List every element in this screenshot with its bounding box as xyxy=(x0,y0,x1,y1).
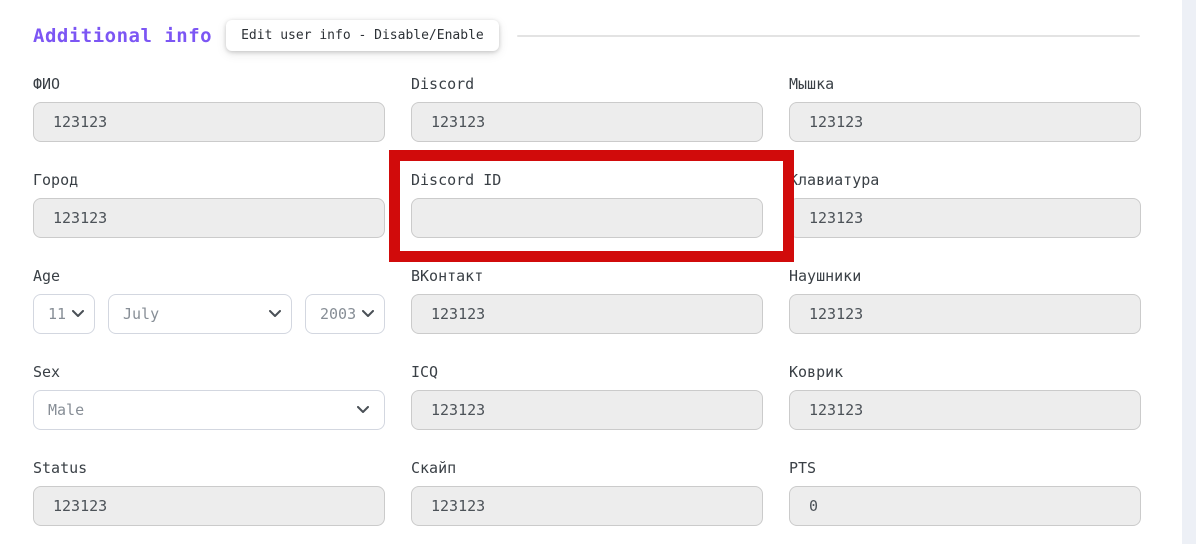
skype-input[interactable] xyxy=(411,486,763,526)
headphones-label: Наушники xyxy=(789,267,862,285)
field-fio: ФИО xyxy=(33,75,385,142)
mousepad-label: Коврик xyxy=(789,363,844,381)
field-icq: ICQ xyxy=(411,363,763,430)
age-month-select[interactable]: July xyxy=(108,294,292,334)
pts-input[interactable] xyxy=(789,486,1141,526)
city-input[interactable] xyxy=(33,198,385,238)
skype-label: Скайп xyxy=(411,459,457,477)
icq-label: ICQ xyxy=(411,363,439,381)
field-age: Age 11 July 2003 xyxy=(33,267,385,334)
keyboard-input[interactable] xyxy=(789,198,1141,238)
discord-id-label: Discord ID xyxy=(411,171,502,189)
page-title: Additional info xyxy=(33,24,213,47)
field-status: Status xyxy=(33,459,385,526)
discord-label: Discord xyxy=(411,75,475,93)
field-discord-id: Discord ID xyxy=(411,171,763,238)
age-day-select[interactable]: 11 xyxy=(33,294,95,334)
vkontakt-input[interactable] xyxy=(411,294,763,334)
fio-input[interactable] xyxy=(33,102,385,142)
mouse-input[interactable] xyxy=(789,102,1141,142)
age-year-select[interactable]: 2003 xyxy=(305,294,385,334)
field-skype: Скайп xyxy=(411,459,763,526)
field-headphones: Наушники xyxy=(789,267,1141,334)
pts-label: PTS xyxy=(789,459,817,477)
discord-id-input[interactable] xyxy=(411,198,763,238)
additional-info-form: ФИО Discord Мышка Город Discord ID Клави… xyxy=(33,75,1141,526)
field-sex: Sex Male xyxy=(33,363,385,430)
mousepad-input[interactable] xyxy=(789,390,1141,430)
age-label: Age xyxy=(33,267,61,285)
fio-label: ФИО xyxy=(33,75,61,93)
age-selects: 11 July 2003 xyxy=(33,294,385,334)
field-keyboard: Клавиатура xyxy=(789,171,1141,238)
field-mousepad: Коврик xyxy=(789,363,1141,430)
mouse-label: Мышка xyxy=(789,75,835,93)
field-discord: Discord xyxy=(411,75,763,142)
keyboard-label: Клавиатура xyxy=(789,171,880,189)
field-vkontakt: ВКонтакт xyxy=(411,267,763,334)
vkontakt-label: ВКонтакт xyxy=(411,267,484,285)
field-pts: PTS xyxy=(789,459,1141,526)
sex-label: Sex xyxy=(33,363,61,381)
scrollbar-track[interactable] xyxy=(1182,0,1196,544)
field-mouse: Мышка xyxy=(789,75,1141,142)
status-label: Status xyxy=(33,459,88,477)
status-input[interactable] xyxy=(33,486,385,526)
section-header: Additional info Edit user info - Disable… xyxy=(33,20,1140,51)
icq-input[interactable] xyxy=(411,390,763,430)
headphones-input[interactable] xyxy=(789,294,1141,334)
edit-user-info-tooltip: Edit user info - Disable/Enable xyxy=(226,20,499,51)
city-label: Город xyxy=(33,171,79,189)
discord-input[interactable] xyxy=(411,102,763,142)
header-divider xyxy=(516,34,1140,37)
field-city: Город xyxy=(33,171,385,238)
sex-select[interactable]: Male xyxy=(33,390,385,430)
